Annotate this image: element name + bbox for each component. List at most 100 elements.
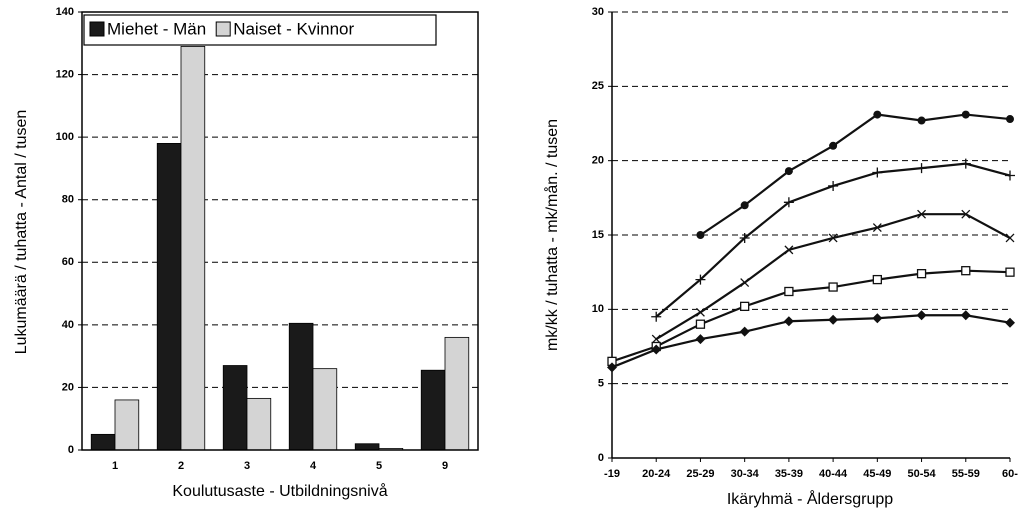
marker — [651, 334, 661, 344]
y-tick-label: 60 — [62, 256, 74, 268]
legend-box — [83, 14, 437, 46]
marker — [917, 209, 927, 219]
marker — [784, 286, 794, 297]
y-tick-label: 0 — [68, 444, 74, 456]
marker — [740, 201, 749, 210]
marker — [1005, 233, 1015, 243]
marker — [695, 274, 706, 285]
series-line — [611, 269, 1011, 363]
bar — [312, 368, 338, 451]
series-line — [699, 113, 1011, 236]
marker — [872, 223, 882, 233]
marker — [960, 158, 971, 169]
y-tick-label: 40 — [62, 319, 74, 331]
bar — [246, 397, 272, 451]
marker — [739, 326, 750, 337]
marker — [696, 231, 705, 239]
bar — [114, 399, 140, 451]
y-tick-label: 20 — [62, 381, 74, 393]
x-tick-label: -19 — [604, 468, 620, 480]
x-tick-label: 20-24 — [642, 468, 671, 480]
x-axis-title: Koulutusaste - Utbildningsnivå — [172, 482, 387, 500]
x-tick-label: 50-54 — [907, 468, 936, 480]
x-tick-label: 9 — [442, 460, 448, 472]
bar — [180, 46, 206, 451]
x-tick-label: 35-39 — [775, 468, 803, 480]
marker — [873, 110, 882, 119]
y-tick-label: 15 — [592, 229, 604, 241]
marker — [960, 310, 971, 321]
marker — [1005, 170, 1015, 181]
x-tick-label: 2 — [178, 460, 184, 472]
marker — [829, 141, 838, 150]
marker — [695, 307, 705, 317]
x-tick-label: 40-44 — [819, 468, 848, 480]
x-tick-label: 4 — [310, 460, 317, 472]
bar — [444, 336, 470, 451]
series-line — [611, 314, 1011, 369]
bar — [156, 142, 182, 451]
marker — [916, 163, 927, 174]
marker — [783, 316, 794, 327]
bar — [354, 443, 380, 451]
marker — [695, 319, 706, 329]
marker — [783, 197, 794, 208]
y-tick-label: 30 — [592, 6, 604, 18]
legend-label: Miehet - Män — [107, 19, 206, 38]
marker — [739, 232, 750, 243]
marker — [740, 301, 750, 312]
marker — [828, 314, 839, 325]
y-tick-label: 25 — [592, 80, 604, 92]
x-tick-label: 3 — [244, 460, 250, 472]
marker — [828, 180, 839, 191]
y-tick-label: 20 — [592, 155, 604, 167]
marker — [607, 362, 617, 373]
marker — [872, 167, 883, 178]
x-tick-label: 30-34 — [731, 468, 760, 480]
marker — [1005, 317, 1015, 328]
bar — [222, 365, 248, 451]
y-tick-label: 100 — [56, 131, 74, 143]
y-tick-label: 80 — [62, 194, 74, 206]
x-tick-label: 60- — [1002, 468, 1018, 480]
y-axis-title: mk/kk / tuhatta - mk/mån. / tusen — [543, 119, 561, 351]
marker — [916, 269, 927, 279]
marker — [961, 266, 971, 276]
marker — [961, 209, 971, 219]
plot-frame — [81, 11, 479, 451]
legend-swatch — [89, 21, 105, 37]
bar — [90, 433, 116, 451]
x-tick-label: 25-29 — [686, 468, 714, 480]
y-tick-label: 0 — [598, 452, 604, 464]
y-tick-label: 10 — [592, 303, 604, 315]
x-tick-label: 5 — [376, 460, 382, 472]
y-axis-title: Lukumäärä / tuhatta - Antal / tusen — [13, 110, 30, 355]
y-tick-label: 140 — [56, 6, 74, 18]
legend-swatch — [215, 21, 231, 37]
bar — [420, 369, 446, 451]
marker — [828, 233, 838, 243]
marker — [961, 110, 970, 119]
marker — [651, 344, 662, 355]
x-axis-title: Ikäryhmä - Åldersgrupp — [727, 489, 893, 508]
marker — [872, 274, 882, 285]
marker — [917, 116, 926, 125]
marker — [740, 278, 750, 288]
x-tick-label: 1 — [112, 460, 118, 472]
bar — [288, 322, 314, 451]
marker — [916, 310, 927, 321]
marker — [784, 167, 793, 176]
marker — [872, 313, 883, 324]
marker — [828, 282, 838, 292]
marker — [1005, 267, 1015, 277]
marker — [695, 334, 706, 345]
marker — [651, 311, 662, 322]
x-tick-label: 55-59 — [952, 468, 980, 480]
marker — [784, 245, 794, 255]
x-tick-label: 45-49 — [863, 468, 891, 480]
marker — [1006, 115, 1014, 124]
legend-label: Naiset - Kvinnor — [233, 19, 354, 38]
y-tick-label: 5 — [598, 378, 604, 390]
y-tick-label: 120 — [56, 68, 74, 80]
